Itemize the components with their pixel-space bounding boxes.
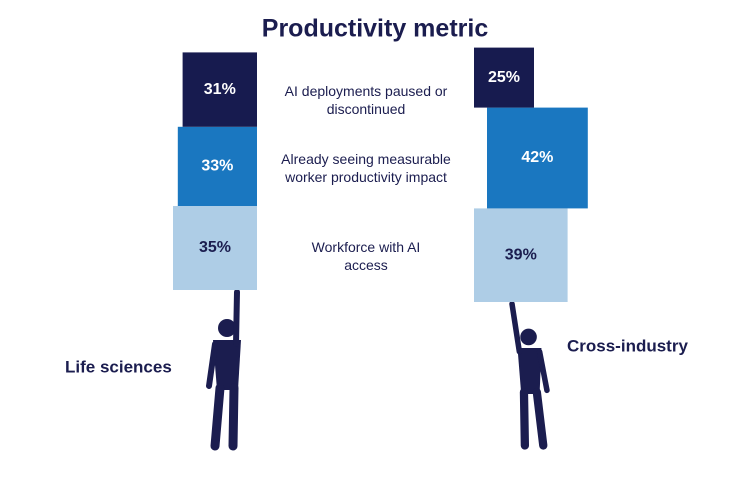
series-label: AI deployments paused or discontinued <box>284 83 448 117</box>
metric-square <box>474 47 534 108</box>
metric-square <box>474 208 568 302</box>
metric-square <box>487 107 588 209</box>
group-label: Life sciences <box>65 357 172 376</box>
value-label: 25% <box>488 69 520 86</box>
value-label: 31% <box>204 81 236 98</box>
series-label: Workforce with AI access <box>311 239 421 273</box>
value-label: 42% <box>521 149 553 166</box>
metric-square <box>177 126 257 206</box>
series-label: Already seeing measurable worker product… <box>281 151 451 185</box>
value-label: 39% <box>505 246 537 263</box>
chart-title: Productivity metric <box>262 15 489 43</box>
metric-square <box>182 52 257 127</box>
value-label: 35% <box>199 239 231 256</box>
metric-square <box>173 206 257 290</box>
group-label: Cross-industry <box>567 336 688 355</box>
value-label: 33% <box>201 158 233 175</box>
person-figure <box>206 289 241 451</box>
person-figure <box>509 301 550 450</box>
